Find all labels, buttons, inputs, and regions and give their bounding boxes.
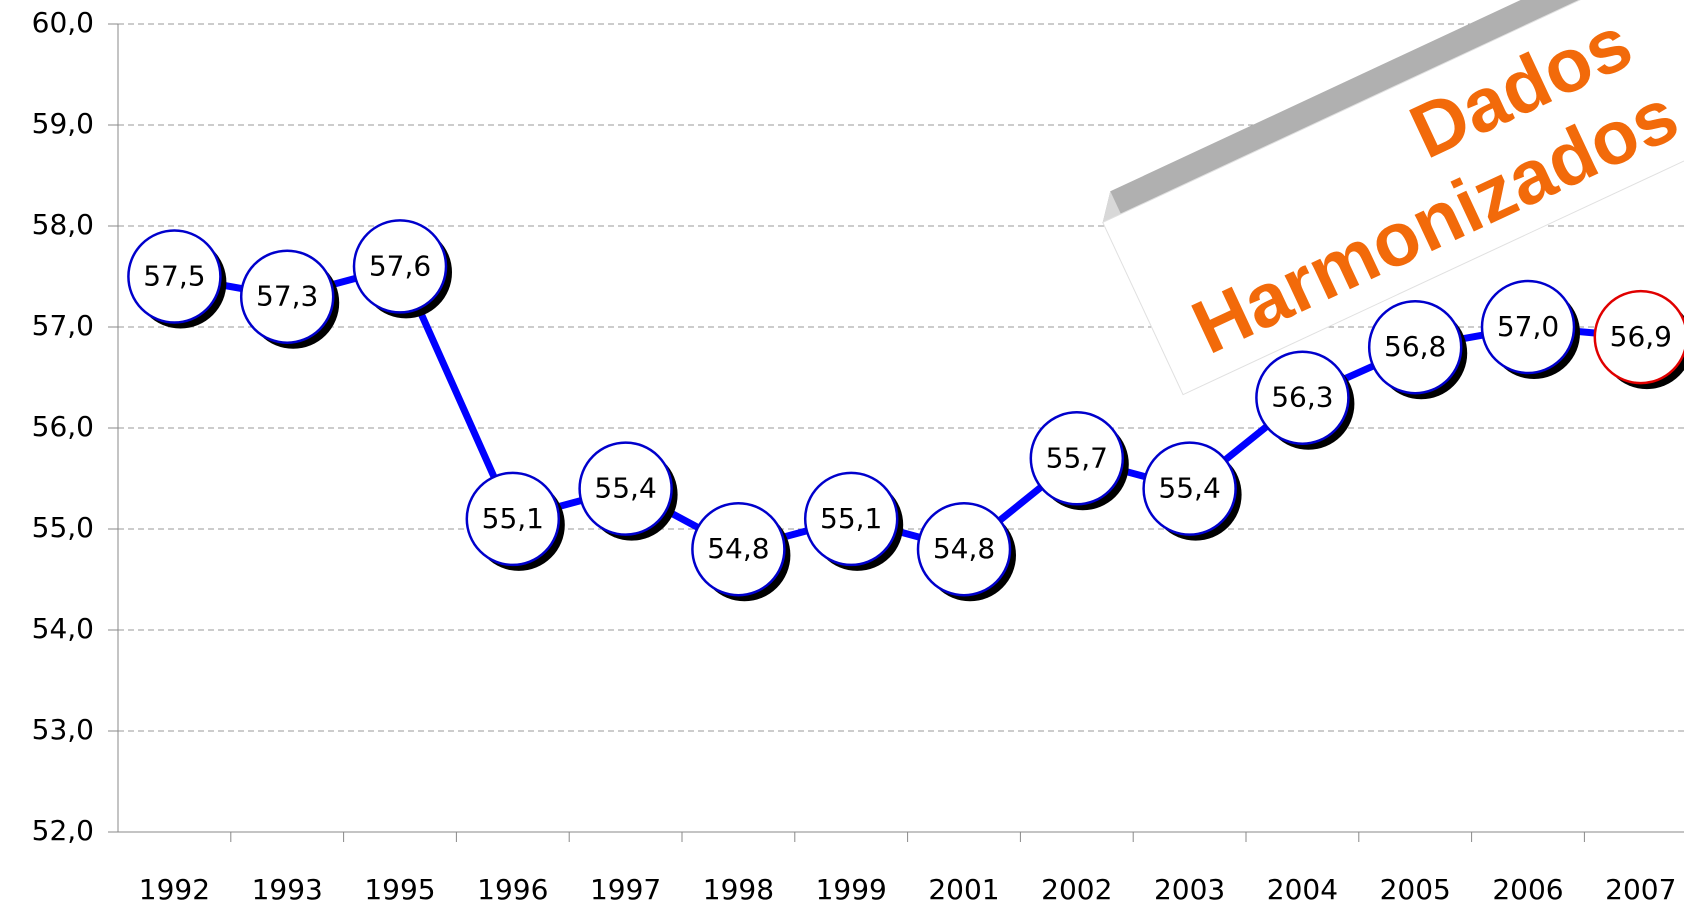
data-label: 54,8: [707, 532, 769, 565]
chart: 52,0 53,0 54,0 55,0 56,0 57,0 58,0 59,0 60,0 1992…: [0, 0, 1684, 905]
data-label: 57,5: [143, 260, 205, 293]
x-tick-label: 2001: [928, 873, 999, 905]
y-tick-label: 56,0: [32, 410, 94, 443]
data-label: 56,3: [1271, 381, 1333, 414]
data-label: 55,7: [1046, 441, 1108, 474]
x-tick-label: 2004: [1267, 873, 1338, 905]
data-label: 57,0: [1497, 310, 1559, 343]
y-tick-label: 54,0: [32, 612, 94, 645]
x-tick-label: 1992: [139, 873, 210, 905]
y-tick-label: 57,0: [32, 309, 94, 342]
x-tick-label: 2006: [1492, 873, 1563, 905]
page: 52,0 53,0 54,0 55,0 56,0 57,0 58,0 59,0 60,0 1992…: [0, 0, 1684, 905]
x-tick-label: 2007: [1605, 873, 1676, 905]
y-tick-label: 60,0: [32, 6, 94, 39]
x-tick-label: 1995: [364, 873, 435, 905]
x-tick-label: 2005: [1380, 873, 1451, 905]
x-tick-label: 1998: [703, 873, 774, 905]
x-tick-label: 1997: [590, 873, 661, 905]
data-label: 57,3: [256, 280, 318, 313]
y-tick-label: 52,0: [32, 814, 94, 847]
data-label: 55,4: [1158, 472, 1220, 505]
data-label: 56,8: [1384, 330, 1446, 363]
data-label: 57,6: [369, 249, 431, 282]
y-tick-label: 59,0: [32, 107, 94, 140]
x-tick-label: 1999: [816, 873, 887, 905]
y-tick-label: 58,0: [32, 208, 94, 241]
y-tick-label: 53,0: [32, 713, 94, 746]
y-tick-label: 55,0: [32, 511, 94, 544]
x-tick-label: 1993: [252, 873, 323, 905]
data-label: 56,9: [1610, 320, 1672, 353]
x-tick-label: 2003: [1154, 873, 1225, 905]
data-label: 54,8: [933, 532, 995, 565]
x-tick-label: 1996: [477, 873, 548, 905]
x-tick-label: 2002: [1041, 873, 1112, 905]
data-label: 55,4: [594, 472, 656, 505]
data-label: 55,1: [820, 502, 882, 535]
data-label: 55,1: [482, 502, 544, 535]
